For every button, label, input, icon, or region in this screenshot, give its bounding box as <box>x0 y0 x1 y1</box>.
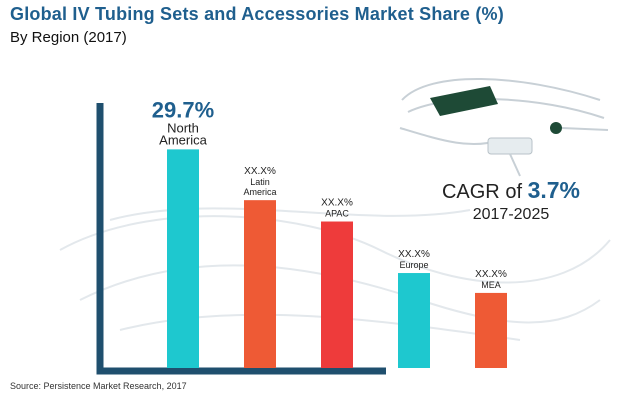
category-label-latin-america: Latin <box>250 177 270 187</box>
value-label-apac: XX.X% <box>321 198 353 209</box>
category-label-north-america: North <box>167 120 199 135</box>
value-label-latin-america: XX.X% <box>244 166 276 177</box>
chart-subtitle: By Region (2017) <box>10 29 127 46</box>
cagr-of-text: of <box>505 181 523 203</box>
product-illustration <box>399 77 609 177</box>
source-note: Source: Persistence Market Research, 201… <box>10 381 187 391</box>
bar-mea <box>475 292 507 368</box>
bar-latin-america <box>244 200 276 368</box>
category-label-latin-america: America <box>243 187 276 197</box>
axis-line <box>96 103 386 375</box>
bar-europe <box>398 273 430 368</box>
bar-north-america <box>167 149 199 368</box>
bar-apac <box>321 221 353 368</box>
value-label-mea: XX.X% <box>475 269 507 280</box>
cagr-line: CAGR of 3.7% <box>421 178 601 204</box>
cagr-value: 3.7% <box>527 177 581 203</box>
cagr-label: CAGR <box>441 181 500 203</box>
value-label-north-america: 29.7% <box>152 97 214 122</box>
category-label-europe: Europe <box>399 260 428 270</box>
cagr-callout: CAGR of 3.7% 2017-2025 <box>421 178 601 226</box>
labels-group: 29.7%NorthAmericaXX.X%LatinAmericaXX.X%A… <box>152 97 507 290</box>
cagr-period: 2017-2025 <box>472 206 550 223</box>
axes <box>96 103 386 375</box>
category-label-mea: MEA <box>481 280 501 290</box>
chart-title: Global IV Tubing Sets and Accessories Ma… <box>10 4 504 24</box>
value-label-europe: XX.X% <box>398 249 430 260</box>
bars-group <box>167 149 507 368</box>
category-label-north-america: America <box>159 132 207 147</box>
category-label-apac: APAC <box>325 209 349 219</box>
